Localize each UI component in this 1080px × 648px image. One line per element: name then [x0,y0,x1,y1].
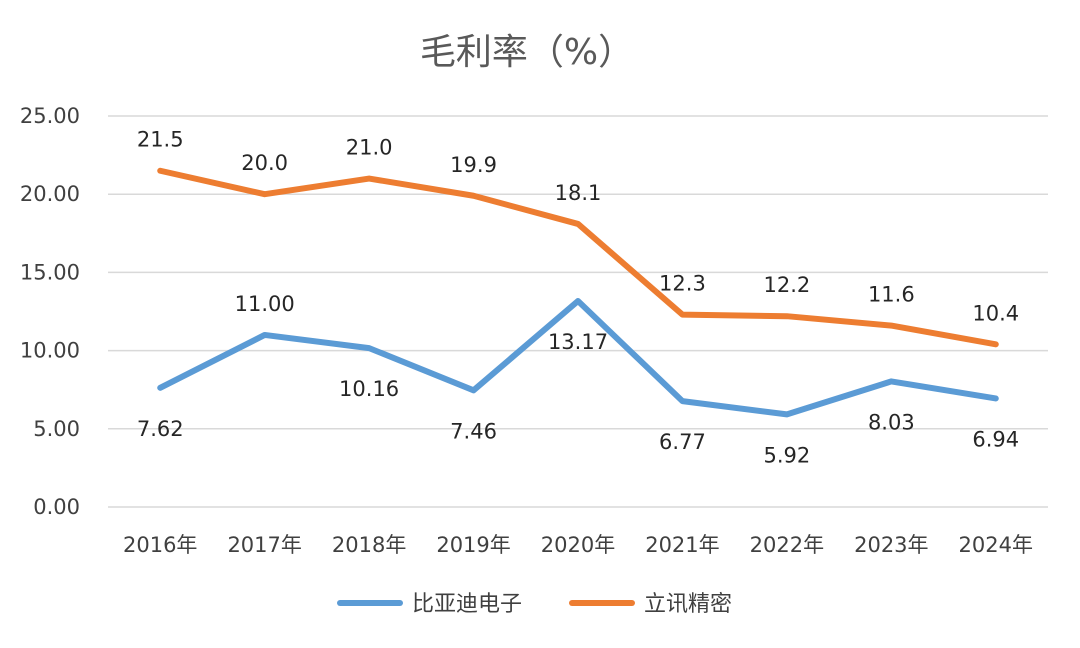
data-label: 13.17 [548,330,608,354]
data-label: 5.92 [764,443,811,467]
data-label: 20.0 [241,151,288,175]
data-label: 11.00 [235,292,295,316]
x-tick-label: 2016年 [123,533,197,557]
data-label: 12.2 [764,273,811,297]
data-label: 10.4 [972,301,1019,325]
y-axis-ticks: 0.00 5.00 10.00 15.00 20.00 25.00 [20,104,80,519]
data-label: 7.46 [450,419,497,443]
data-label: 7.62 [137,417,184,441]
data-label: 8.03 [868,410,915,434]
y-tick-label: 10.00 [20,339,80,363]
x-tick-label: 2022年 [750,533,824,557]
data-label: 6.94 [972,427,1019,451]
y-tick-label: 15.00 [20,260,80,284]
legend-label: 比亚迪电子 [412,592,522,617]
data-label: 21.0 [346,136,393,160]
data-label: 12.3 [659,272,706,296]
legend: 比亚迪电子 立讯精密 [337,592,732,617]
chart-title: 毛利率（%） [420,32,634,73]
x-tick-label: 2020年 [541,533,615,557]
series-line-0 [157,298,999,418]
y-tick-label: 5.00 [33,417,80,441]
x-tick-label: 2018年 [332,533,406,557]
data-label: 18.1 [555,181,602,205]
x-tick-label: 2017年 [227,533,301,557]
x-tick-label: 2019年 [436,533,510,557]
y-tick-label: 0.00 [33,495,80,519]
data-label: 11.6 [868,283,915,307]
data-label: 19.9 [450,153,497,177]
legend-label: 立讯精密 [644,592,732,617]
data-labels: 7.62 11.00 10.16 7.46 13.17 6.77 5.92 8.03 6.94 2… [137,128,1019,468]
x-axis-ticks: 2016年 2017年 2018年 2019年 2020年 2021年 2022年 2023年… [123,533,1033,557]
x-tick-label: 2023年 [854,533,928,557]
y-tick-label: 20.00 [20,182,80,206]
y-tick-label: 25.00 [20,104,80,128]
x-tick-label: 2024年 [959,533,1033,557]
data-label: 10.16 [339,377,399,401]
series-lines [157,167,999,418]
data-label: 21.5 [137,128,184,152]
data-label: 6.77 [659,430,706,454]
x-tick-label: 2021年 [645,533,719,557]
